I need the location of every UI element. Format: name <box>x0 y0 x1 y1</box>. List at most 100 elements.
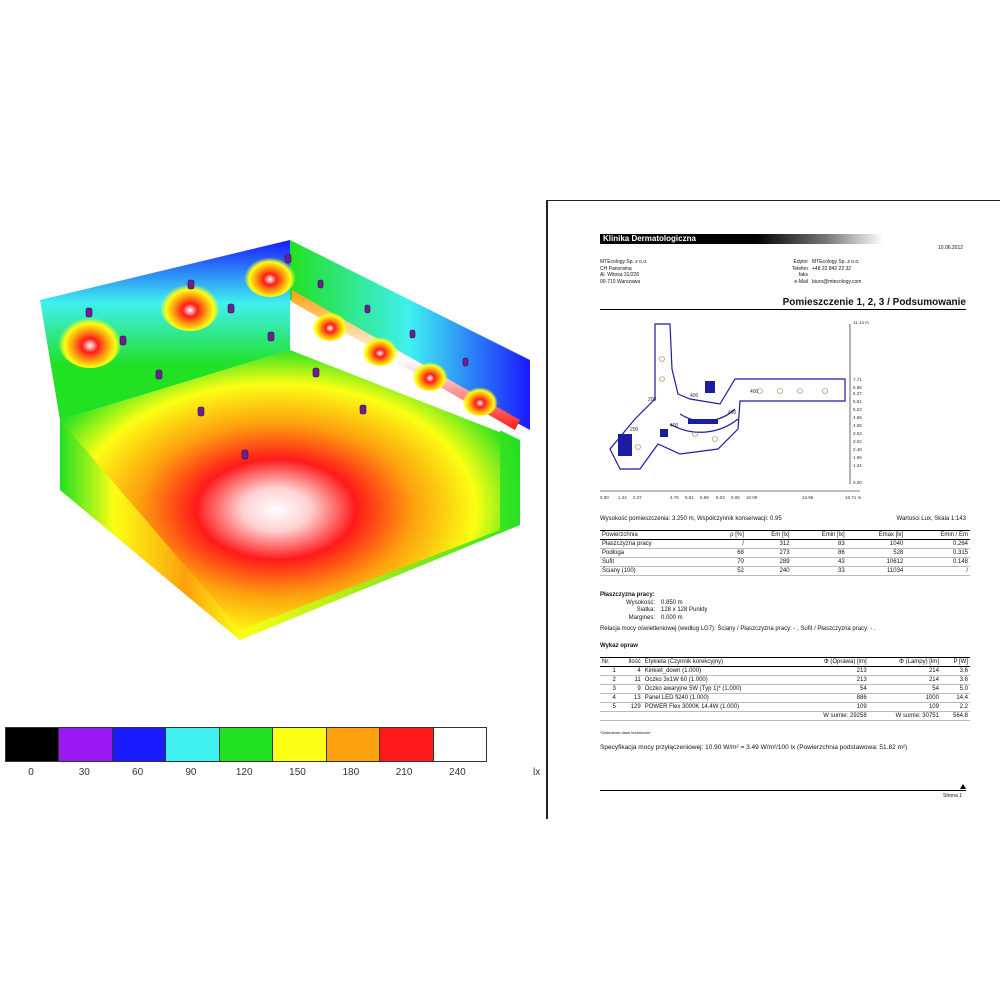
table-cell: 4 <box>617 666 643 676</box>
address-line: 00-710 Warszawa <box>600 278 641 285</box>
room-height-note: Wysokość pomieszczenia: 3.250 m, Współcz… <box>600 516 782 522</box>
editor-key: faks <box>798 272 808 278</box>
workplane-row: Siatka: 128 x 128 Punkty <box>600 607 708 615</box>
luminaire-marker <box>462 357 469 367</box>
luminaire-marker <box>364 304 371 314</box>
address-line: MTEcology Sp. z o.o. <box>600 259 648 265</box>
table-cell: Sufit <box>600 557 710 567</box>
table-row: 3 9 Oczko awaryjne 5W (Typ 1)* (1.000) 54 54… <box>600 684 970 694</box>
editor-value: biuro@mtecology.com <box>812 278 862 285</box>
legend-swatch <box>219 728 274 761</box>
luminaire-marker <box>409 329 416 339</box>
sum-power: 564.8 <box>940 711 970 721</box>
color-scale-legend: 0 30 60 90 120 150 180 210 240 lx <box>5 727 545 787</box>
plan-iso-label: 400 <box>670 423 679 429</box>
address-line: Al. Witosa 31/226 <box>600 272 640 278</box>
table-header: P [W] <box>940 657 970 667</box>
table-header: Φ (Lampy) [lm] <box>868 657 941 667</box>
plan-luminaire <box>777 388 783 394</box>
table-cell: 2 <box>600 675 618 685</box>
plan-luminaire <box>692 431 698 437</box>
legend-swatch <box>326 728 381 761</box>
luminaire-marker <box>227 303 235 314</box>
table-cell: 213 <box>796 675 869 685</box>
plan-y-tick: 7.71 <box>853 377 862 382</box>
plan-fixture <box>618 434 632 456</box>
table-cell: 1 <box>600 666 618 676</box>
table-header: Emax [lx] <box>846 530 906 540</box>
table-cell: 0.148 <box>905 557 970 567</box>
plan-y-tick: 3.02 <box>853 439 862 444</box>
legend-label: 30 <box>78 767 90 778</box>
company-address: MTEcology Sp. z o.o. CH Panorama Al. Wit… <box>600 259 648 285</box>
plan-y-tick: 0.00 <box>853 480 862 485</box>
power-relation: Relacja mocy oświetleniowej (według LG7)… <box>600 626 876 632</box>
editor-key: e-Mail <box>794 278 808 285</box>
table-cell: 33 <box>791 566 847 576</box>
table-header: Ilość <box>617 657 643 667</box>
legend-label: 210 <box>395 767 413 778</box>
table-cell: 528 <box>846 548 906 558</box>
table-row: 5 129 POWER Flex 3000K 14.4W (1.000) 109 109… <box>600 702 970 712</box>
table-header: Em [lx] <box>745 530 792 540</box>
table-cell: 11034 <box>846 566 906 576</box>
plan-fixture <box>705 381 715 393</box>
editor-row: Edytor MTEcology Sp. z o.o. <box>768 259 861 266</box>
plan-luminaire <box>659 376 665 382</box>
table-cell: Ściany (100) <box>600 566 710 576</box>
surfaces-table: Powierzchnia ρ [%] Em [lx] Emin [lx] Ema… <box>600 530 970 576</box>
table-cell: Oczko awaryjne 5W (Typ 1)* (1.000) <box>642 684 797 694</box>
table-header: Etykieta (Czynnik korekcyjny) <box>642 657 797 667</box>
plan-y-tick: 4.08 <box>853 423 862 428</box>
table-cell: 70 <box>709 557 746 567</box>
table-cell: 43 <box>791 557 847 567</box>
table-cell: 1040 <box>846 539 906 549</box>
plan-y-tick: 5.81 <box>853 399 862 404</box>
plan-y-tick: 3.53 <box>853 431 862 436</box>
table-cell: 240 <box>745 566 792 576</box>
table-cell: 214 <box>868 666 941 676</box>
legend-swatch <box>112 728 167 761</box>
table-header: Nr. <box>600 657 618 667</box>
luminaire-marker <box>85 307 93 318</box>
table-cell: 2.2 <box>940 702 970 712</box>
table-cell: 52 <box>709 566 746 576</box>
luminaire-marker <box>155 369 163 380</box>
legend-swatch <box>273 728 327 761</box>
plan-iso-label: 400 <box>690 393 699 399</box>
table-cell: 1000 <box>868 693 941 703</box>
legend-swatch <box>59 728 113 761</box>
luminaire-marker <box>241 449 249 460</box>
table-cell: 0.315 <box>905 548 970 558</box>
plan-x-tick: 1.24 <box>618 495 627 500</box>
table-cell: 109 <box>868 702 941 712</box>
plan-fixture <box>660 429 668 437</box>
workplane-key: Wysokość: <box>626 599 655 606</box>
legend-unit: lx <box>533 767 541 778</box>
wall-light-spot <box>160 279 220 331</box>
table-row: 4 13 Panel LED fi240 (1.000) 886 1000 14.4 <box>600 693 970 703</box>
power-spec: Specyfikacja mocy przyłączeniowej: 10.90… <box>600 744 908 751</box>
plan-luminaire <box>822 388 828 394</box>
luminaire-marker <box>197 406 205 417</box>
plan-x-tick: 2.27 <box>633 495 642 500</box>
table-cell: 10612 <box>846 557 906 567</box>
editor-row: faks <box>768 272 861 279</box>
plan-x-tick: 10.09 <box>746 495 758 500</box>
table-cell: 312 <box>745 539 792 549</box>
table-cell: 14.4 <box>940 693 970 703</box>
table-cell: Oczko 3x1W 60 (1.000) <box>642 675 797 685</box>
plan-y-tick: 6.37 <box>853 391 862 396</box>
legend-swatch <box>166 728 220 761</box>
plan-arc <box>669 418 739 433</box>
luminaires-sum-row: W sumie: 29258 W sumie: 30751 564.8 <box>600 711 970 721</box>
back-wall <box>40 240 290 420</box>
workplane-key: Siatka: <box>636 607 655 613</box>
table-cell: / <box>709 539 746 549</box>
workplane-row: Margines: 0.000 m <box>600 615 707 623</box>
room-render-svg <box>40 240 530 640</box>
plan-x-tick: 8.03 <box>716 495 725 500</box>
legend-label: 0 <box>28 767 34 778</box>
table-cell: 5 <box>600 702 618 712</box>
legend-label: 120 <box>235 767 253 778</box>
